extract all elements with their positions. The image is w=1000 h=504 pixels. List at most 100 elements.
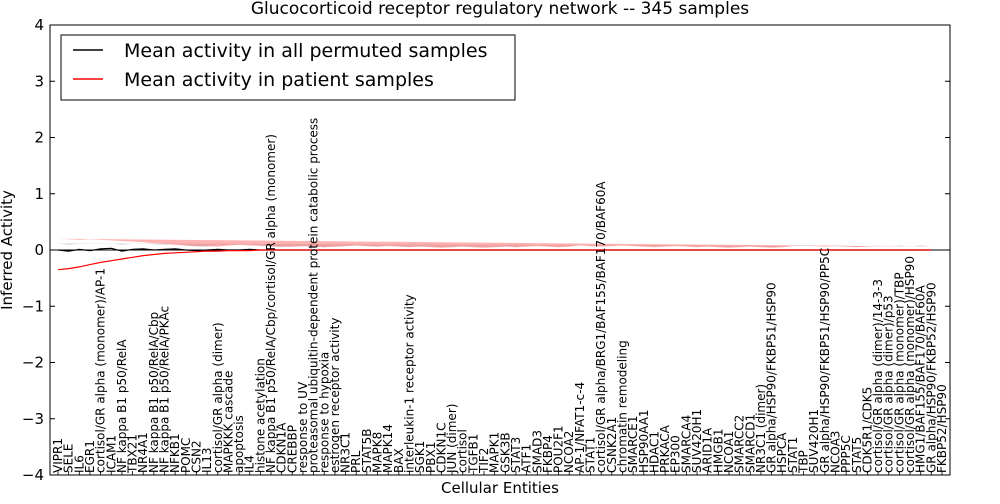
x-tick-label: POU2F1 — [552, 425, 566, 473]
x-tick-label: cortisol/GR alpha (dimer) — [211, 322, 225, 473]
x-tick-label: CREBBP — [285, 425, 299, 473]
x-tick-label: GR alpha/HSP90/FKBP52/HSP90 — [924, 282, 938, 473]
x-tick-label: TBX21 — [126, 434, 140, 474]
x-tick-label: JUN (dimer) — [445, 404, 459, 474]
legend-box — [60, 34, 516, 101]
x-tick-label: cortisol/GR alpha (dimer)/14-3-3 — [871, 279, 885, 473]
x-tick-label: AP-1/NFAT1-c-4 — [573, 382, 587, 473]
x-tick-label: PRL — [349, 450, 363, 473]
x-tick-label: TBP — [797, 450, 811, 474]
x-tick-label: NCOA1 — [722, 431, 736, 473]
x-tick-label: SMARCE1 — [626, 415, 640, 473]
x-tick-label: SGK1 — [413, 441, 427, 473]
x-tick-label: HMGB1 — [711, 428, 725, 473]
x-tick-label: IL4 — [243, 455, 257, 473]
chart-title: Glucocorticoid receptor regulatory netwo… — [251, 0, 749, 19]
x-tick-label: GR alpha/HSP90/FKBP51/HSP90 — [765, 282, 779, 473]
patient-mean-line — [57, 249, 932, 271]
x-tick-label: CSNK2A1 — [605, 417, 619, 473]
x-tick-label: STAT5 — [850, 437, 864, 473]
x-tick-label: CDKN1C — [434, 423, 448, 473]
y-tick-label: 4 — [34, 16, 44, 34]
x-tick-label: ARID1A — [701, 427, 715, 473]
y-tick-label: 2 — [34, 129, 44, 147]
x-tick-label: PRKACA — [658, 424, 672, 473]
x-tick-label: FKBP52/HSP90 — [935, 384, 949, 473]
x-tick-label: HMG1/BAF155/BAF170/BAF60A — [914, 284, 928, 473]
x-tick-label: FKBP4 — [541, 435, 555, 473]
x-tick-label: NF kappa B1 p50/RelA/Cbp — [147, 312, 161, 473]
x-tick-label: POMC — [179, 438, 193, 473]
x-tick-label: cortisol/GR alpha (monomer)/TBP — [892, 272, 906, 473]
y-axis-label: Inferred Activity — [0, 190, 16, 310]
x-tick-label: cortisol — [456, 429, 470, 473]
x-tick-label: TIF2 — [477, 448, 491, 474]
x-tick-label: response to UV — [296, 381, 310, 473]
x-tick-label: histone acetylation — [253, 358, 267, 473]
y-tick-label: 3 — [34, 72, 44, 90]
x-tick-label: STAT3 — [509, 437, 523, 473]
x-tick-label: BAX — [392, 448, 406, 473]
y-tick-label: −3 — [22, 410, 44, 428]
x-tick-label: cortisol/GR alpha/BRG1/BAF155/BAF170/BAF… — [594, 181, 608, 473]
patient-confidence-band — [58, 238, 932, 248]
x-tick-label: HDAC1 — [647, 431, 661, 473]
x-tick-label: SUV420H1 — [690, 409, 704, 473]
x-tick-label: STAT1 — [584, 437, 598, 473]
legend: Mean activity in all permuted samples Me… — [60, 34, 516, 101]
x-tick-label: NF kappa B1 p50/RelA — [115, 339, 129, 473]
x-tick-label: EP300 — [669, 435, 683, 473]
x-tick-label: cortisol/GR alpha (monomer)/AP-1 — [94, 268, 108, 473]
y-tick-label: 1 — [34, 185, 44, 203]
x-tick-label: ATF1 — [520, 444, 534, 473]
x-tick-label: CSN2 — [190, 440, 204, 473]
x-tick-label: SMAD3 — [530, 430, 544, 473]
x-tick-label: NFKB1 — [168, 433, 182, 473]
x-tick-label: cortisol/GR alpha (dimer)/p53 — [882, 295, 896, 473]
x-tick-label: GR alpha/HSP90/FKBP51/HSP90/PP5C — [818, 248, 832, 473]
legend-patient-label: Mean activity in patient samples — [124, 69, 434, 91]
x-tick-label: SMARCA4 — [679, 415, 693, 473]
x-tick-label: apoptosis — [232, 415, 246, 473]
x-tick-label: GSK3B — [498, 432, 512, 473]
x-tick-label: SMARCD1 — [743, 414, 757, 473]
x-tick-label: MAPK1 — [488, 432, 502, 473]
x-tick-label: STAT5B — [360, 429, 374, 474]
x-tick-label: CDKN1A — [275, 422, 289, 473]
legend-permuted-label: Mean activity in all permuted samples — [124, 40, 487, 62]
x-tick-label: NF kappa B1 p50/RelA/Cbp/cortisol/GR alp… — [264, 134, 278, 473]
x-tick-label: NF kappa B1 p50/RelA/PKAc — [158, 306, 172, 473]
x-tick-label: SMARCC2 — [733, 415, 747, 473]
x-tick-label: NR4A1 — [136, 432, 150, 473]
x-axis-label: Cellular Entities — [441, 479, 559, 497]
y-tick-label: −1 — [22, 297, 44, 315]
x-tick-label: PPP5C — [839, 435, 853, 473]
plot-area: −4−3−2−101234VIPR1SELEIL6EGR1cortisol/GR… — [22, 16, 951, 484]
x-tick-label: IL6 — [72, 455, 86, 473]
x-tick-label: response to hypoxia — [317, 352, 331, 473]
x-tick-label: ICAM1 — [104, 435, 118, 473]
x-tick-label: STAT1 — [786, 437, 800, 473]
y-tick-label: 0 — [34, 241, 44, 259]
x-tick-label: NR3C1 (dimer) — [754, 384, 768, 473]
x-tick-label: estrogen receptor activity — [328, 318, 342, 473]
x-tick-label: MAPKKK cascade — [221, 371, 235, 473]
x-tick-label: NCOA3 — [829, 431, 843, 473]
x-tick-label: NR3C1 — [339, 432, 353, 473]
x-tick-label: interleukin-1 receptor activity — [403, 294, 417, 473]
x-tick-label: chromatin remodeling — [616, 340, 630, 473]
x-tick-label: NCOA2 — [562, 431, 576, 473]
x-tick-label: EGR1 — [83, 440, 97, 473]
x-tick-label: CDK5R1/CDK5 — [860, 387, 874, 473]
x-tick-label: HSP90AA1 — [637, 409, 651, 473]
x-tick-label: IL13 — [200, 448, 214, 474]
x-tick-label: PBX1 — [424, 442, 438, 473]
x-tick-label: SUV420H1 — [807, 409, 821, 473]
x-tick-label: SELE — [62, 444, 76, 473]
x-tick-label: MAPK14 — [381, 424, 395, 473]
x-tick-label: VIPR1 — [51, 438, 65, 473]
x-tick-label: MAPK8 — [371, 432, 385, 473]
x-tick-label: HSPCA — [775, 432, 789, 473]
